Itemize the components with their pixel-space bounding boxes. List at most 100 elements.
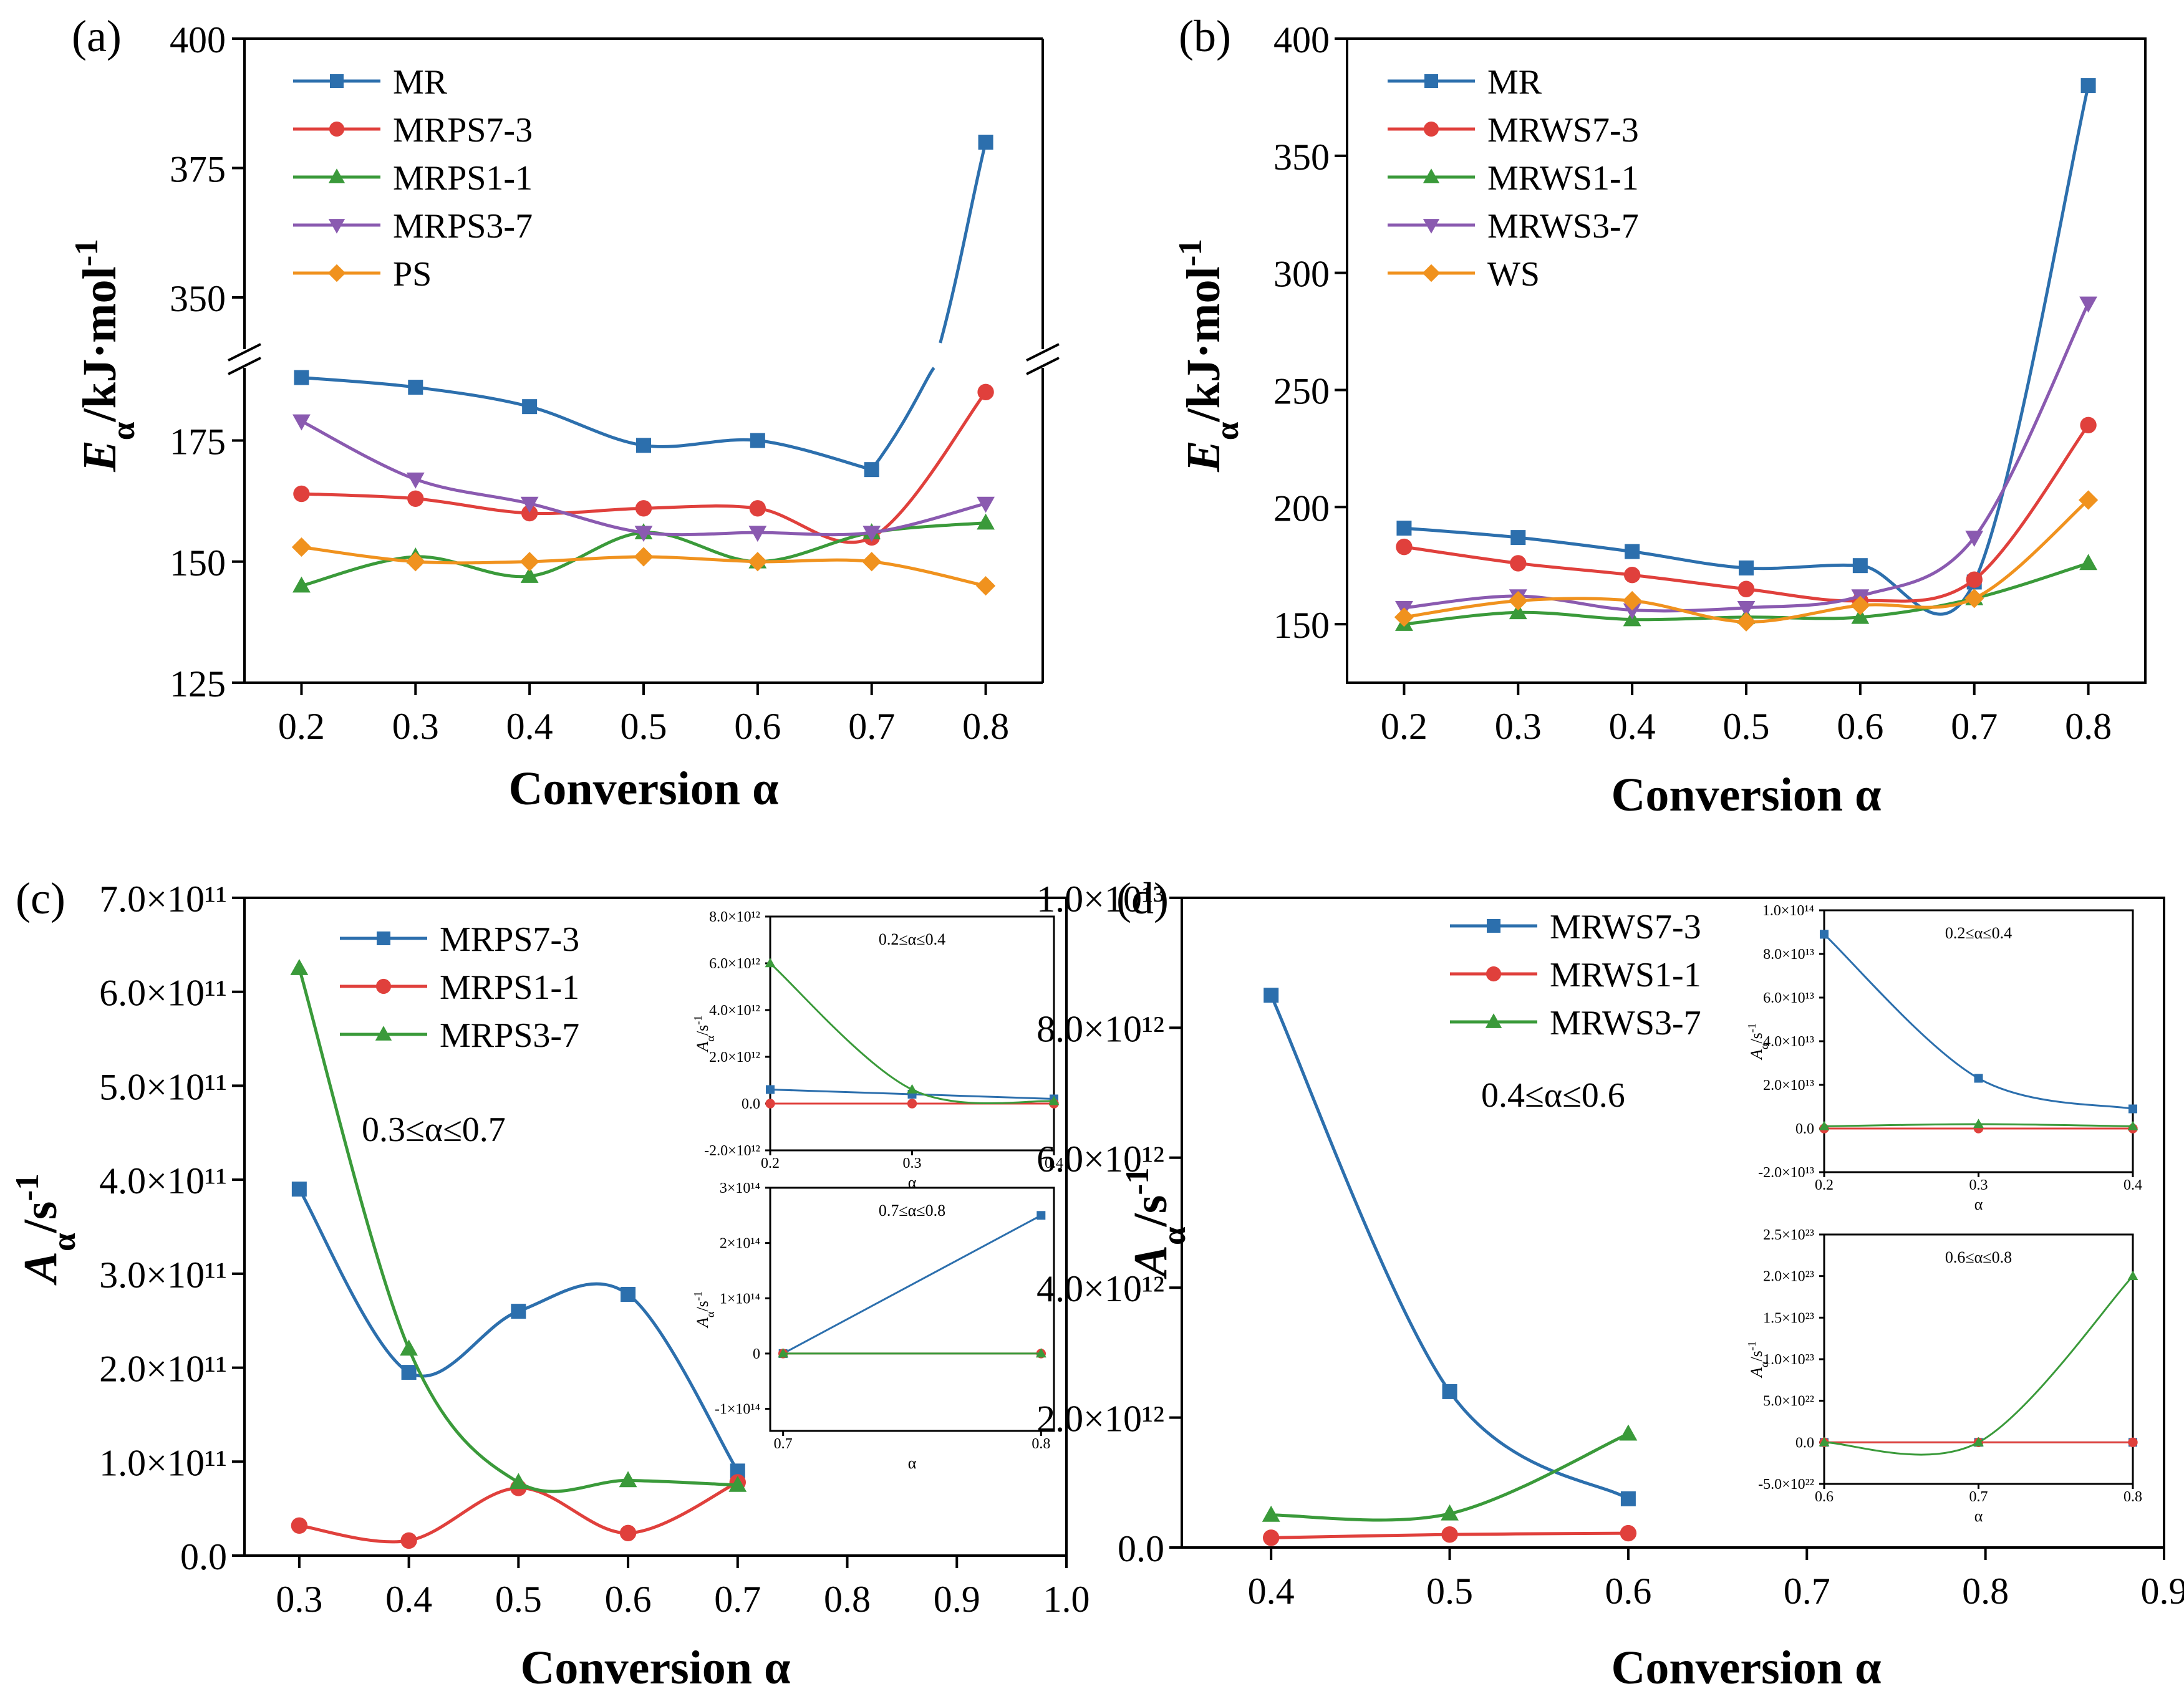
d-point-mrws1-1 (1620, 1524, 1637, 1542)
c-legend-marker (375, 1026, 392, 1041)
c-inset-1-point-mrps3-7 (907, 1084, 917, 1094)
c-legend-label: MRPS3-7 (440, 1016, 579, 1055)
c-inset-1-x-axis-label: α (908, 1173, 917, 1191)
a-point-mr (522, 399, 538, 415)
d-inset-2-point-mrws1-1 (2128, 1437, 2138, 1448)
d-series-line-mrws7-3 (1269, 994, 1630, 1500)
c-inset-1-point-mrps3-7 (1048, 1095, 1060, 1105)
a-point-mrps3-7 (748, 526, 767, 542)
b-x-tick-label: 0.4 (1609, 706, 1656, 747)
d-inset-2-y-tick-label: 2.5×10²³ (1763, 1227, 1814, 1243)
b-point-mrws3-7 (1965, 531, 1984, 547)
a-point-mrps1-1 (292, 576, 311, 593)
b-point-mr (1510, 530, 1526, 546)
panel-label-d: (d) (1116, 874, 1169, 923)
d-inset-2-y-tick-label: 2.0×10²³ (1763, 1269, 1814, 1285)
c-series-line-mrps7-3 (297, 1188, 739, 1472)
b-point-mrws3-7 (1737, 600, 1756, 617)
a-point-mr (294, 370, 309, 385)
c-inset-1-y-tick-label: 6.0×10¹² (709, 956, 760, 972)
c-inset-1-y-tick-label: 4.0×10¹² (709, 1003, 760, 1019)
a-point-ps (519, 552, 539, 572)
c-range-annotation: 0.3≤α≤0.7 (362, 1110, 506, 1149)
d-inset-2-y-tick-label: -5.0×10²² (1758, 1476, 1814, 1493)
b-point-mr (1852, 558, 1868, 574)
panel-label-c: (c) (16, 874, 65, 923)
d-x-tick-label: 0.4 (1248, 1571, 1295, 1612)
a-point-ps (405, 552, 425, 572)
d-x-tick-label: 0.6 (1605, 1571, 1651, 1612)
a-legend-marker (327, 264, 346, 282)
c-inset-1-plot-frame (769, 915, 1055, 1152)
c-point-mrps3-7 (400, 1339, 418, 1356)
b-point-ws (1850, 595, 1870, 615)
b-x-axis-label: Conversion α (1611, 769, 1882, 821)
b-legend-label: MRWS7-3 (1487, 111, 1639, 150)
a-legend-marker (329, 121, 345, 137)
c-inset-2-point-mrps3-7 (778, 1348, 789, 1358)
a-y-tick-label: 350 (170, 278, 226, 319)
a-y-axis-label: Eα/kJ·mol-1 (68, 239, 142, 473)
d-legend-label: MRWS1-1 (1550, 956, 1701, 994)
c-inset-2-range-annotation: 0.7≤α≤0.8 (879, 1201, 945, 1220)
a-point-ps (291, 537, 312, 557)
chart-d: 0.4 0.5 0.6 0.7 0.8 0.9 0.0 2.0×10¹² 4.0×10¹² 6.0… (1036, 878, 2184, 1694)
a-point-mr (978, 135, 993, 150)
a-point-mrps3-7 (862, 526, 881, 542)
c-inset-1-point-mrps7-3 (766, 1085, 775, 1094)
d-point-mrws7-3 (1620, 1491, 1636, 1506)
d-y-tick-label: 1.0×10¹³ (1036, 878, 1164, 920)
chart-b: 0.2 0.3 0.4 0.5 0.6 0.7 0.8 150 200 250 300 350 400 C… (1172, 19, 2147, 821)
d-inset-1-x-tick-label: 0.3 (1969, 1177, 1988, 1193)
c-inset-1-y-tick-label: -2.0×10¹² (704, 1143, 760, 1159)
a-legend-marker (328, 168, 345, 183)
c-x-tick-label: 0.8 (824, 1579, 871, 1620)
d-inset-2-point-mrws3-7 (1973, 1437, 1984, 1446)
c-point-mrps3-7 (290, 959, 309, 975)
d-inset-1-point-mrws7-3 (1974, 1074, 1983, 1083)
c-inset-2-series-line-mrps7-3 (782, 1214, 1042, 1355)
d-inset-2-series-line-mrws3-7 (1824, 1275, 2134, 1456)
d-y-tick-label: 0.0 (1118, 1528, 1164, 1569)
c-point-mrps1-1 (291, 1517, 308, 1534)
b-legend-marker (1423, 168, 1440, 183)
c-inset-1-point-mrps3-7 (765, 958, 776, 968)
c-x-tick-label: 0.9 (934, 1579, 980, 1620)
b-legend-label: MRWS3-7 (1487, 207, 1639, 246)
d-legend-marker (1486, 966, 1502, 982)
d-inset-1-y-tick-label: 6.0×10¹³ (1763, 990, 1814, 1006)
b-legend-marker (1422, 264, 1441, 282)
d-y-tick-label: 6.0×10¹² (1036, 1138, 1164, 1180)
c-inset-2-x-axis-label: α (908, 1454, 917, 1472)
b-point-ws (2078, 490, 2099, 510)
c-point-mrps1-1 (619, 1524, 637, 1542)
c-point-mrps1-1 (400, 1532, 417, 1549)
c-y-tick-label: 1.0×10¹¹ (99, 1442, 227, 1483)
d-inset-1-point-mrws3-7 (1973, 1119, 1984, 1129)
c-point-mrps7-3 (291, 1182, 307, 1197)
c-inset-2-y-tick-label: 3×10¹⁴ (720, 1180, 760, 1196)
c-inset-1-point-mrps1-1 (907, 1099, 917, 1109)
d-y-tick-label: 8.0×10¹² (1036, 1008, 1164, 1049)
a-point-mrps1-1 (520, 567, 539, 583)
a-series-line-mr-break-high (939, 142, 987, 344)
d-inset-1-y-tick-label: 1.0×10¹⁴ (1762, 903, 1814, 919)
a-point-ps (634, 547, 654, 567)
a-x-axis-label: Conversion α (509, 763, 779, 815)
b-series-line-mr (1404, 85, 2090, 616)
a-point-mrps7-3 (635, 500, 652, 517)
a-x-tick-label: 0.7 (848, 706, 895, 747)
a-point-mr (636, 438, 651, 453)
c-inset-1-y-tick-label: 8.0×10¹² (709, 909, 760, 925)
d-y-axis-label: Aα/s-1 (1119, 1167, 1192, 1279)
panel-label-a: (a) (72, 11, 122, 61)
b-point-mrws1-1 (1851, 607, 1870, 624)
b-x-tick-label: 0.7 (1951, 706, 1998, 747)
a-y-tick-label: 400 (170, 19, 226, 60)
a-legend-marker (328, 219, 345, 234)
c-inset-2-point-mrps3-7 (1035, 1348, 1046, 1358)
a-y-tick-label: 125 (170, 663, 226, 705)
b-point-mrws7-3 (2080, 416, 2097, 433)
c-series-line-mrps3-7 (297, 968, 738, 1493)
